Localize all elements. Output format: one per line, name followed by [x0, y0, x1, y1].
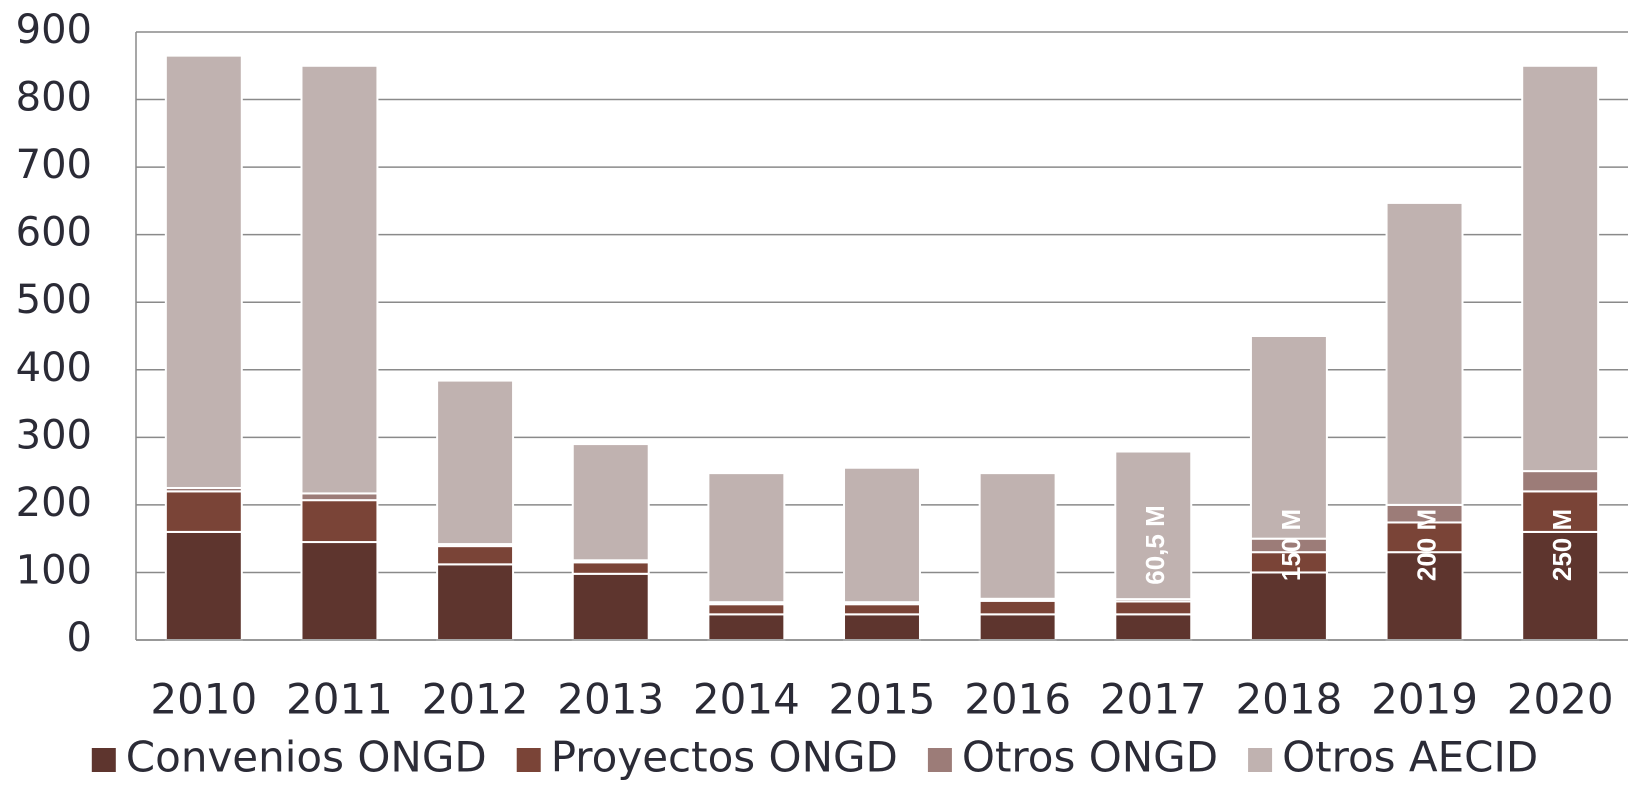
- bar-segment: [164, 490, 243, 533]
- bar-segment: [1249, 571, 1328, 642]
- x-tick-label: 2011: [286, 675, 393, 724]
- y-tick-label: 800: [16, 75, 92, 121]
- bar-segment: [164, 54, 243, 490]
- bar-segment: [300, 492, 379, 502]
- bar-segment: [1521, 490, 1600, 533]
- legend-label: Otros AECID: [1282, 733, 1538, 782]
- legend-swatch: [516, 748, 541, 772]
- x-tick-label: 2017: [1100, 675, 1207, 724]
- bar-segment: [1385, 521, 1464, 554]
- y-tick-label: 200: [16, 480, 92, 526]
- y-tick-label: 400: [16, 345, 92, 391]
- bar-segment: [978, 599, 1057, 616]
- bar-segment: [300, 499, 379, 544]
- annotation: 250 M: [1547, 509, 1577, 581]
- bar-segment: [571, 572, 650, 641]
- bar-segment: [843, 613, 921, 642]
- y-tick-label: 600: [16, 210, 92, 256]
- bar-segment: [1521, 64, 1600, 473]
- legend-swatch: [1248, 748, 1273, 772]
- y-tick-label: 900: [16, 7, 92, 53]
- x-tick-label: 2016: [964, 675, 1071, 724]
- y-tick-label: 500: [16, 277, 92, 323]
- bar-segment: [843, 603, 921, 616]
- bar-segment: [436, 545, 515, 566]
- bar-segment: [1521, 470, 1600, 493]
- annotation: 150 M: [1276, 509, 1306, 581]
- y-tick-label: 0: [67, 615, 92, 661]
- bar-segment: [1249, 335, 1328, 540]
- legend-swatch: [927, 748, 952, 772]
- bar-segment: [707, 613, 786, 642]
- bar-segment: [843, 466, 921, 604]
- legend-swatch: [91, 748, 116, 772]
- bar-segment: [707, 472, 786, 604]
- annotation: 60,5 M: [1140, 505, 1170, 585]
- y-tick-label: 300: [16, 412, 92, 458]
- bar-segment: [978, 472, 1057, 600]
- bar-segment: [707, 603, 786, 616]
- bar-segment: [436, 563, 515, 641]
- legend-label: Proyectos ONGD: [551, 733, 898, 782]
- x-tick-label: 2012: [422, 675, 529, 724]
- bar-segment: [1114, 450, 1193, 601]
- legend-label: Otros ONGD: [962, 733, 1218, 782]
- annotation: 200 M: [1411, 509, 1441, 581]
- bar-segment: [1521, 530, 1600, 642]
- legend: Convenios ONGD Proyectos ONGD Otros ONGD Ot…: [91, 733, 1538, 782]
- x-tick-label: 2015: [829, 675, 936, 724]
- y-tick-label: 700: [16, 142, 92, 188]
- legend-label: Convenios ONGD: [126, 733, 487, 782]
- bar-segment: [571, 561, 650, 575]
- bar-segment: [436, 379, 515, 546]
- bar-segment: [1385, 201, 1464, 506]
- x-tick-label: 2019: [1371, 675, 1478, 724]
- x-tick-label: 2010: [150, 675, 257, 724]
- bar-segment: [1385, 551, 1464, 642]
- bar-segment: [978, 613, 1057, 642]
- x-tick-label: 2013: [557, 675, 664, 724]
- x-tick-label: 2020: [1507, 675, 1614, 724]
- bar-segment: [1114, 600, 1193, 616]
- bar-segment: [1114, 613, 1193, 642]
- x-tick-label: 2014: [693, 675, 800, 724]
- y-tick-label: 100: [16, 547, 92, 593]
- bar-segment: [300, 541, 379, 641]
- bar-segment: [164, 530, 243, 642]
- bar-segment: [571, 443, 650, 562]
- x-tick-label: 2018: [1235, 675, 1342, 724]
- bar-segment: [300, 64, 379, 495]
